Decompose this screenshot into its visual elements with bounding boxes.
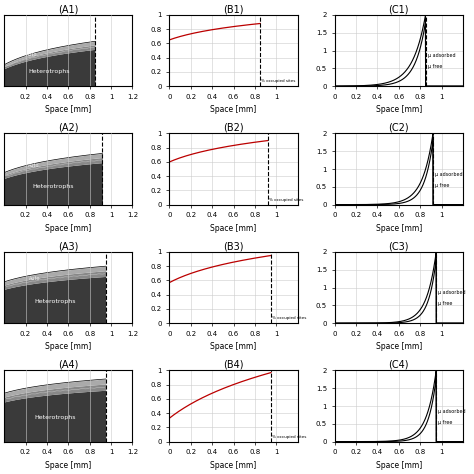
Title: (C1): (C1) xyxy=(389,4,409,14)
Text: μ free: μ free xyxy=(435,182,449,188)
Title: (B2): (B2) xyxy=(223,123,244,133)
Title: (A2): (A2) xyxy=(58,123,79,133)
X-axis label: Space [mm]: Space [mm] xyxy=(210,105,256,114)
X-axis label: Space [mm]: Space [mm] xyxy=(45,342,91,351)
Text: Heterotrophs: Heterotrophs xyxy=(33,184,74,189)
X-axis label: Space [mm]: Space [mm] xyxy=(376,461,422,470)
X-axis label: Space [mm]: Space [mm] xyxy=(210,224,256,233)
Text: μ adsorbed: μ adsorbed xyxy=(438,409,466,414)
Text: Auto: Auto xyxy=(29,276,40,281)
X-axis label: Space [mm]: Space [mm] xyxy=(45,224,91,233)
Text: Heterotrophs: Heterotrophs xyxy=(34,300,76,304)
X-axis label: Space [mm]: Space [mm] xyxy=(376,342,422,351)
Text: Auto: Auto xyxy=(26,52,37,56)
X-axis label: Space [mm]: Space [mm] xyxy=(45,461,91,470)
X-axis label: Space [mm]: Space [mm] xyxy=(376,224,422,233)
Text: % occupied sites: % occupied sites xyxy=(261,79,296,83)
Title: (B1): (B1) xyxy=(223,4,244,14)
Text: Heterotrophs: Heterotrophs xyxy=(29,69,70,73)
Title: (B3): (B3) xyxy=(223,241,244,251)
Title: (A1): (A1) xyxy=(58,4,79,14)
X-axis label: Space [mm]: Space [mm] xyxy=(210,461,256,470)
Title: (C3): (C3) xyxy=(389,241,409,251)
Text: μ adsorbed: μ adsorbed xyxy=(438,291,466,295)
Title: (C4): (C4) xyxy=(389,360,409,370)
Title: (A3): (A3) xyxy=(58,241,79,251)
X-axis label: Space [mm]: Space [mm] xyxy=(210,342,256,351)
Text: Heterotrophs: Heterotrophs xyxy=(34,415,76,420)
Text: μ adsorbed: μ adsorbed xyxy=(435,172,463,177)
Title: (A4): (A4) xyxy=(58,360,79,370)
Text: μ free: μ free xyxy=(438,419,453,425)
Text: % occupied sites: % occupied sites xyxy=(272,435,306,439)
Text: μ free: μ free xyxy=(438,301,453,306)
Text: % occupied sites: % occupied sites xyxy=(272,316,306,320)
Text: % occupied sites: % occupied sites xyxy=(269,198,303,202)
Title: (C2): (C2) xyxy=(389,123,409,133)
X-axis label: Space [mm]: Space [mm] xyxy=(376,105,422,114)
Text: μ adsorbed: μ adsorbed xyxy=(428,54,456,58)
Text: Auto: Auto xyxy=(28,163,39,168)
Title: (B4): (B4) xyxy=(223,360,244,370)
Text: μ free: μ free xyxy=(428,64,442,69)
X-axis label: Space [mm]: Space [mm] xyxy=(45,105,91,114)
